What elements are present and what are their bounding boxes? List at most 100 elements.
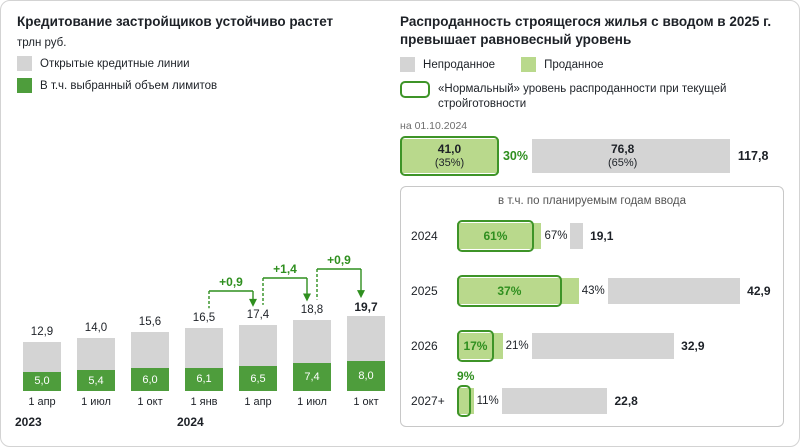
unsold-segment: 76,8 (65%) bbox=[515, 139, 730, 174]
drawn-limits-value: 5,4 bbox=[88, 374, 104, 387]
drawn-limits-value: 6,5 bbox=[250, 372, 266, 385]
legend-label: Проданное bbox=[544, 59, 604, 72]
drawn-limits-segment: 6,5 bbox=[239, 366, 277, 391]
total-value-label: 12,9 bbox=[30, 325, 54, 338]
drawn-limits-value: 8,0 bbox=[358, 369, 374, 382]
stacked-bar: 6,5 bbox=[239, 324, 277, 391]
row-sold-pct-label: 11% bbox=[473, 388, 502, 415]
total-value-label: 18,8 bbox=[300, 303, 324, 316]
row-normal-pct-label: 37% bbox=[497, 284, 522, 299]
normal-level-box: 41,0 (35%) bbox=[400, 136, 499, 177]
drawn-limits-segment: 6,0 bbox=[131, 368, 169, 391]
total-value-label: 19,7 bbox=[354, 300, 378, 315]
right-chart-legend: Непроданное Проданное bbox=[400, 57, 787, 73]
row-year-label: 2024 bbox=[411, 229, 438, 244]
stacked-bar: 5,4 bbox=[77, 337, 115, 391]
breakdown-rows: 2024 61% 67% 19,1 2025 37% 43% 42,9 2026 17% 21% 32… bbox=[411, 220, 773, 418]
row-sold-segment bbox=[457, 278, 579, 305]
legend-item-unsold: Непроданное bbox=[400, 57, 496, 73]
sold-pct-label: (35%) bbox=[434, 156, 465, 169]
x-axis-label: 1 окт bbox=[137, 396, 163, 408]
drawn-limits-segment: 5,4 bbox=[77, 370, 115, 391]
x-axis-label: 1 апр bbox=[28, 396, 56, 408]
breakdown-title: в т.ч. по планируемым годам ввода bbox=[498, 195, 687, 208]
row-normal-pct-label: 61% bbox=[483, 229, 508, 244]
breakdown-box: в т.ч. по планируемым годам ввода 2024 61… bbox=[400, 186, 785, 428]
gray-swatch-icon bbox=[17, 55, 32, 71]
row-normal-level-box bbox=[457, 385, 471, 418]
drawn-limits-value: 6,1 bbox=[196, 373, 212, 386]
total-bar-row: 76,8 (65%) 41,0 (35%) 30% 117,8 bbox=[400, 136, 787, 177]
unsold-value-label: 76,8 bbox=[610, 142, 635, 156]
total-value-label: 17,4 bbox=[246, 308, 270, 321]
row-sold-segment bbox=[457, 333, 503, 360]
legend-label: Открытые кредитные линии bbox=[40, 57, 190, 70]
year-label: 2023 bbox=[15, 415, 42, 429]
credit-bar-chart: 5,0 12,9 1 апр 5,4 14,0 1 июл 6,0 15,6 1 окт 6,1 1… bbox=[1, 1, 394, 446]
row-stacked-bar: 37% 43% bbox=[457, 275, 741, 308]
row-sold-pct-label: 43% bbox=[578, 278, 608, 305]
total-value-label: 14,0 bbox=[84, 321, 108, 334]
row-year-label: 2027+ bbox=[411, 394, 445, 409]
legend-item-sold: Проданное bbox=[521, 57, 604, 73]
row-sold-segment bbox=[457, 223, 542, 250]
right-chart-title: Распроданность строящегося жилья с вводо… bbox=[400, 14, 772, 47]
legend-item-normal-level: «Нормальный» уровень распроданности при … bbox=[400, 81, 780, 111]
light-green-swatch-icon bbox=[521, 57, 537, 73]
gray-swatch-icon bbox=[400, 57, 416, 73]
normal-level-pct-label: 30% bbox=[498, 139, 532, 174]
drawn-limits-segment: 5,0 bbox=[23, 371, 61, 391]
x-axis-label: 1 июл bbox=[297, 396, 327, 408]
outline-box-swatch-icon bbox=[400, 81, 431, 99]
drawn-limits-segment: 6,1 bbox=[185, 367, 223, 391]
row-normal-pct-label: 17% bbox=[463, 339, 488, 354]
total-value-label: 117,8 bbox=[737, 149, 769, 164]
green-swatch-icon bbox=[17, 77, 32, 93]
left-chart-title: Кредитование застройщиков устойчиво раст… bbox=[17, 14, 334, 29]
unsold-pct-label: (65%) bbox=[607, 156, 638, 169]
stacked-bar: 8,0 bbox=[347, 316, 385, 391]
total-value-label: 15,6 bbox=[138, 315, 162, 328]
legend-item-credit-lines: Открытые кредитные линии bbox=[17, 55, 394, 71]
row-year-label: 2026 bbox=[411, 339, 438, 354]
drawn-limits-value: 6,0 bbox=[142, 373, 158, 386]
drawn-limits-value: 5,0 bbox=[34, 375, 50, 388]
x-axis-label: 1 янв bbox=[190, 396, 218, 408]
left-chart-legend: Открытые кредитные линии В т.ч. выбранны… bbox=[17, 55, 394, 94]
total-stacked-bar: 76,8 (65%) 41,0 (35%) 30% bbox=[400, 136, 730, 177]
sold-segment bbox=[400, 139, 516, 174]
row-normal-level-box: 61% bbox=[457, 220, 534, 253]
row-normal-pct-label: 9% bbox=[457, 369, 475, 384]
stacked-bar: 5,0 bbox=[23, 341, 61, 391]
legend-item-drawn-limits: В т.ч. выбранный объем лимитов bbox=[17, 77, 394, 93]
growth-annotation-label: +1,4 bbox=[273, 262, 297, 276]
sold-value-label: 41,0 bbox=[437, 142, 462, 156]
breakdown-row: 2026 17% 21% 32,9 bbox=[411, 330, 773, 363]
legend-label: В т.ч. выбранный объем лимитов bbox=[40, 79, 218, 92]
drawn-limits-segment: 7,4 bbox=[293, 362, 331, 391]
legend-label: «Нормальный» уровень распроданности при … bbox=[438, 83, 727, 110]
row-stacked-bar: 17% 21% bbox=[457, 330, 675, 363]
row-normal-level-box: 17% bbox=[457, 330, 494, 363]
stacked-bar: 6,0 bbox=[131, 331, 169, 391]
stacked-bar: 7,4 bbox=[293, 319, 331, 391]
row-total-label: 42,9 bbox=[747, 284, 771, 299]
row-total-label: 22,8 bbox=[614, 394, 638, 409]
row-total-label: 32,9 bbox=[681, 339, 705, 354]
row-year-label: 2025 bbox=[411, 284, 438, 299]
left-chart-panel: Кредитование застройщиков устойчиво раст… bbox=[1, 1, 394, 446]
row-normal-level-box: 37% bbox=[457, 275, 562, 308]
growth-annotation-label: +0,9 bbox=[327, 253, 351, 267]
row-stacked-bar: 9% 11% bbox=[457, 369, 608, 418]
breakdown-row: 2024 61% 67% 19,1 bbox=[411, 220, 773, 253]
legend-label: Непроданное bbox=[423, 59, 496, 72]
year-label: 2024 bbox=[177, 415, 204, 429]
as-of-date: на 01.10.2024 bbox=[400, 120, 468, 133]
right-chart-panel: Распроданность строящегося жилья с вводо… bbox=[394, 1, 799, 446]
drawn-limits-value: 7,4 bbox=[304, 370, 320, 383]
left-chart-unit: трлн руб. bbox=[17, 36, 67, 49]
row-total-label: 19,1 bbox=[590, 229, 614, 244]
row-sold-pct-label: 67% bbox=[541, 223, 571, 250]
drawn-limits-segment: 8,0 bbox=[347, 360, 385, 391]
row-sold-pct-label: 21% bbox=[502, 333, 532, 360]
